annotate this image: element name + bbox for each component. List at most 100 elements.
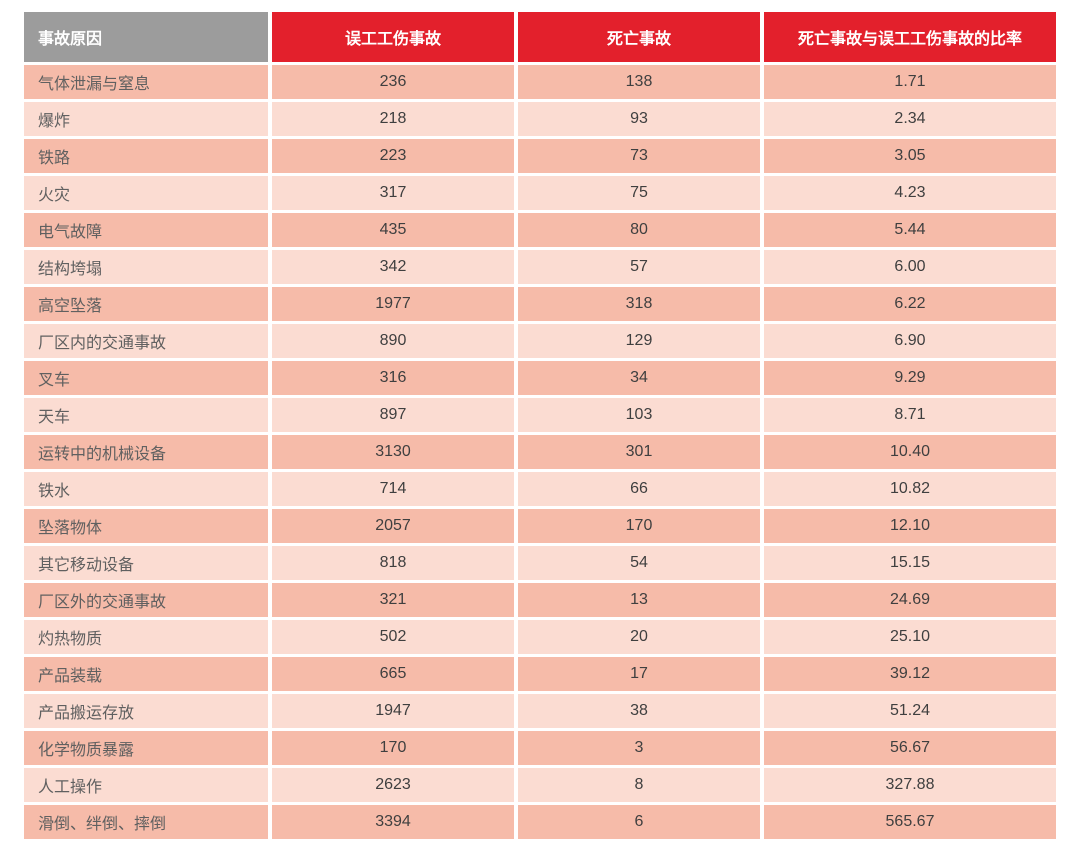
accident-cause-table: 事故原因 误工工伤事故 死亡事故 死亡事故与误工工伤事故的比率 气体泄漏与窒息 2… [20,9,1060,842]
value-cell: 502 [272,620,514,654]
cause-cell: 铁路 [24,139,268,173]
table-row: 灼热物质 502 20 25.10 [24,620,1056,654]
value-cell: 818 [272,546,514,580]
table-row: 气体泄漏与窒息 236 138 1.71 [24,65,1056,99]
table-row: 天车 897 103 8.71 [24,398,1056,432]
value-cell: 8 [518,768,760,802]
table-row: 铁水 714 66 10.82 [24,472,1056,506]
table-row: 叉车 316 34 9.29 [24,361,1056,395]
cause-cell: 结构垮塌 [24,250,268,284]
value-cell: 2.34 [764,102,1056,136]
cause-cell: 人工操作 [24,768,268,802]
value-cell: 327.88 [764,768,1056,802]
value-cell: 342 [272,250,514,284]
value-cell: 3130 [272,435,514,469]
value-cell: 218 [272,102,514,136]
table-row: 厂区内的交通事故 890 129 6.90 [24,324,1056,358]
value-cell: 236 [272,65,514,99]
cause-cell: 坠落物体 [24,509,268,543]
table-row: 火灾 317 75 4.23 [24,176,1056,210]
value-cell: 17 [518,657,760,691]
cause-cell: 运转中的机械设备 [24,435,268,469]
table-row: 人工操作 2623 8 327.88 [24,768,1056,802]
cause-cell: 天车 [24,398,268,432]
value-cell: 34 [518,361,760,395]
table-row: 结构垮塌 342 57 6.00 [24,250,1056,284]
value-cell: 301 [518,435,760,469]
value-cell: 223 [272,139,514,173]
value-cell: 1.71 [764,65,1056,99]
value-cell: 73 [518,139,760,173]
value-cell: 15.15 [764,546,1056,580]
cause-cell: 高空坠落 [24,287,268,321]
table-row: 爆炸 218 93 2.34 [24,102,1056,136]
table-body: 气体泄漏与窒息 236 138 1.71 爆炸 218 93 2.34 铁路 223 73 3.05 火… [24,65,1056,839]
value-cell: 3394 [272,805,514,839]
cause-cell: 爆炸 [24,102,268,136]
value-cell: 317 [272,176,514,210]
value-cell: 39.12 [764,657,1056,691]
value-cell: 714 [272,472,514,506]
value-cell: 12.10 [764,509,1056,543]
cause-cell: 气体泄漏与窒息 [24,65,268,99]
cause-cell: 产品搬运存放 [24,694,268,728]
cause-cell: 化学物质暴露 [24,731,268,765]
cause-cell: 电气故障 [24,213,268,247]
header-cell-fatal-accidents: 死亡事故 [518,12,760,62]
value-cell: 8.71 [764,398,1056,432]
value-cell: 1947 [272,694,514,728]
table-row: 产品搬运存放 1947 38 51.24 [24,694,1056,728]
value-cell: 57 [518,250,760,284]
value-cell: 24.69 [764,583,1056,617]
value-cell: 665 [272,657,514,691]
value-cell: 4.23 [764,176,1056,210]
value-cell: 3.05 [764,139,1056,173]
value-cell: 6.22 [764,287,1056,321]
value-cell: 890 [272,324,514,358]
value-cell: 20 [518,620,760,654]
value-cell: 3 [518,731,760,765]
table-row: 厂区外的交通事故 321 13 24.69 [24,583,1056,617]
header-cell-cause: 事故原因 [24,12,268,62]
value-cell: 321 [272,583,514,617]
header-cell-lost-time-injuries: 误工工伤事故 [272,12,514,62]
value-cell: 6.00 [764,250,1056,284]
value-cell: 10.40 [764,435,1056,469]
value-cell: 54 [518,546,760,580]
value-cell: 51.24 [764,694,1056,728]
header-row: 事故原因 误工工伤事故 死亡事故 死亡事故与误工工伤事故的比率 [24,12,1056,62]
cause-cell: 铁水 [24,472,268,506]
value-cell: 1977 [272,287,514,321]
value-cell: 316 [272,361,514,395]
cause-cell: 厂区外的交通事故 [24,583,268,617]
value-cell: 80 [518,213,760,247]
table-row: 化学物质暴露 170 3 56.67 [24,731,1056,765]
table-row: 运转中的机械设备 3130 301 10.40 [24,435,1056,469]
cause-cell: 叉车 [24,361,268,395]
cause-cell: 厂区内的交通事故 [24,324,268,358]
value-cell: 6 [518,805,760,839]
value-cell: 75 [518,176,760,210]
value-cell: 435 [272,213,514,247]
table-row: 电气故障 435 80 5.44 [24,213,1056,247]
value-cell: 138 [518,65,760,99]
value-cell: 66 [518,472,760,506]
value-cell: 6.90 [764,324,1056,358]
value-cell: 25.10 [764,620,1056,654]
value-cell: 103 [518,398,760,432]
value-cell: 565.67 [764,805,1056,839]
value-cell: 897 [272,398,514,432]
table-row: 产品装载 665 17 39.12 [24,657,1056,691]
value-cell: 9.29 [764,361,1056,395]
value-cell: 2057 [272,509,514,543]
value-cell: 13 [518,583,760,617]
cause-cell: 滑倒、绊倒、摔倒 [24,805,268,839]
value-cell: 10.82 [764,472,1056,506]
value-cell: 5.44 [764,213,1056,247]
cause-cell: 其它移动设备 [24,546,268,580]
cause-cell: 产品装载 [24,657,268,691]
cause-cell: 火灾 [24,176,268,210]
value-cell: 38 [518,694,760,728]
value-cell: 129 [518,324,760,358]
